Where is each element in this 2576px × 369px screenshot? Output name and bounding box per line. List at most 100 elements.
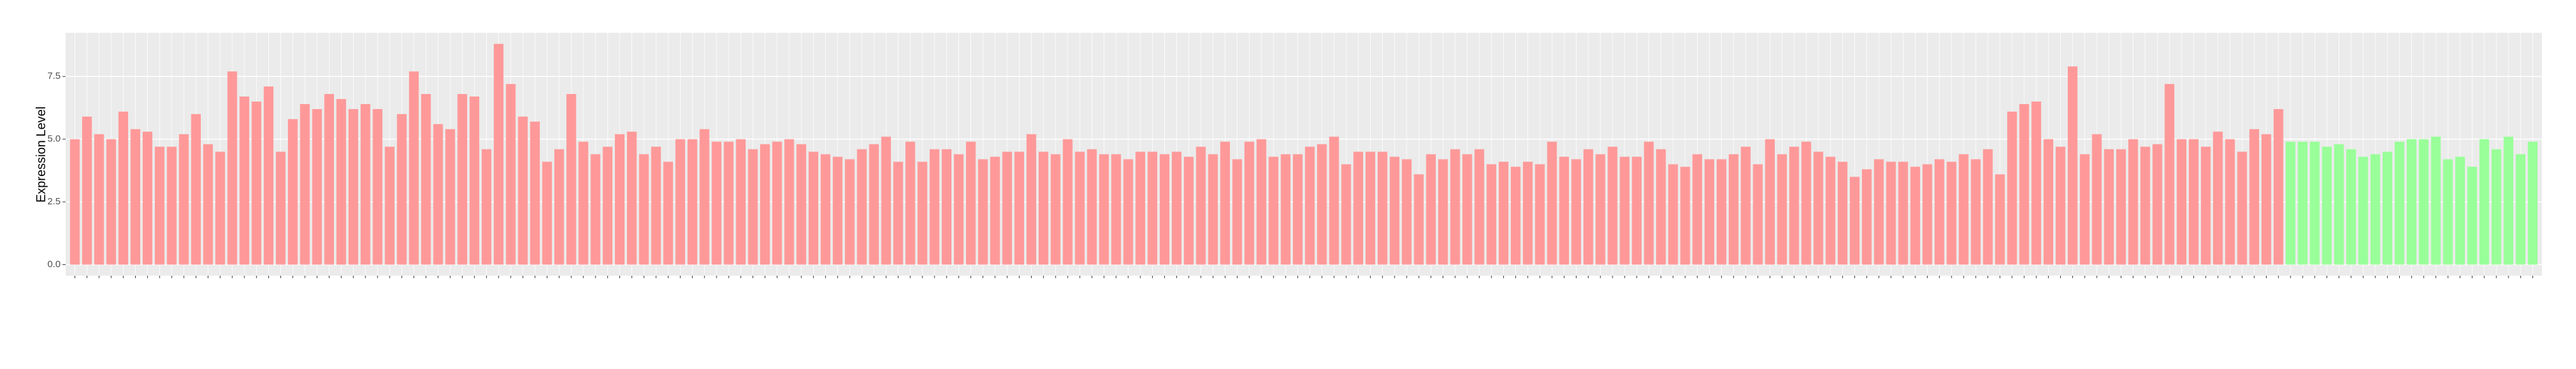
bar [2055, 146, 2066, 265]
bar [142, 131, 153, 265]
bar [1571, 159, 1582, 265]
bar [1498, 161, 1509, 265]
bar [1874, 159, 1884, 265]
bar [2104, 149, 2114, 265]
bar [2164, 84, 2174, 265]
bar [155, 146, 165, 265]
bar [1486, 164, 1496, 265]
bar [397, 114, 407, 265]
bar [1026, 134, 1037, 265]
bar [566, 94, 576, 265]
bar [1304, 146, 1315, 265]
bar [1135, 151, 1145, 265]
bar [953, 154, 964, 265]
bar [1959, 154, 1969, 265]
bar [990, 156, 1000, 265]
bar [2443, 159, 2453, 265]
bar [1244, 141, 1255, 265]
bar [457, 94, 467, 265]
bar [336, 99, 347, 265]
bar [2213, 131, 2223, 265]
bar [965, 141, 976, 265]
bar [348, 108, 359, 265]
bar [1353, 151, 1363, 265]
bar [2274, 108, 2284, 265]
bar [929, 149, 939, 265]
bar [1741, 146, 1751, 265]
bar [881, 136, 891, 265]
bar [2140, 146, 2150, 265]
bar [869, 144, 879, 265]
bar [1607, 146, 1618, 265]
bar [1547, 141, 1557, 265]
bar [1704, 159, 1715, 265]
bar [288, 119, 298, 265]
bar [833, 156, 843, 265]
bar [530, 121, 540, 265]
bar [820, 154, 831, 265]
bar [554, 149, 564, 265]
bar [1220, 141, 1231, 265]
bar [1947, 161, 1957, 265]
bar [1280, 154, 1291, 265]
bar [1801, 141, 1811, 265]
bar [1414, 174, 1424, 265]
bar [1111, 154, 1121, 265]
bar [1777, 154, 1787, 265]
bar [2370, 154, 2380, 265]
bar [1983, 149, 1993, 265]
bar [2080, 154, 2090, 265]
bar [2455, 156, 2466, 265]
bar [614, 134, 625, 265]
bar [324, 94, 334, 265]
bar [893, 161, 903, 265]
bar [2358, 156, 2368, 265]
bar [1474, 149, 1484, 265]
bar [2431, 136, 2441, 265]
bar [1208, 154, 1218, 265]
bar [663, 161, 673, 265]
bar [1595, 154, 1606, 265]
bar [1232, 159, 1243, 265]
bar [2346, 149, 2356, 265]
y-tick-label: 5.0 [47, 134, 61, 144]
bar [2176, 139, 2186, 265]
bar [724, 141, 734, 265]
bar [373, 108, 383, 265]
bar [1377, 151, 1388, 265]
bar [2043, 139, 2054, 265]
bar [494, 44, 504, 265]
bar [1995, 174, 2005, 265]
bar [736, 139, 746, 265]
bar [312, 108, 322, 265]
bar [905, 141, 915, 265]
bar [2237, 151, 2247, 265]
bar [203, 144, 213, 265]
bar [1765, 139, 1775, 265]
bar [1922, 164, 1933, 265]
bar [602, 146, 613, 265]
bar [1462, 154, 1472, 265]
bar [191, 114, 201, 265]
bar [2188, 139, 2199, 265]
bar [700, 129, 710, 265]
bar [1559, 156, 1569, 265]
bar [917, 161, 927, 265]
bar [1583, 149, 1594, 265]
bar [69, 139, 80, 265]
bar [94, 134, 104, 265]
bar [1716, 159, 1727, 265]
bar [1789, 146, 1799, 265]
bar [1426, 154, 1436, 265]
bar [2019, 103, 2029, 265]
bar [2467, 167, 2478, 265]
bar [1523, 161, 1533, 265]
bar [106, 139, 116, 265]
bar [578, 141, 588, 265]
bar [1292, 154, 1303, 265]
bar [2092, 134, 2102, 265]
y-tick-label: 2.5 [47, 196, 61, 207]
bar [263, 86, 274, 265]
bar [1390, 156, 1400, 265]
bar [433, 124, 443, 265]
